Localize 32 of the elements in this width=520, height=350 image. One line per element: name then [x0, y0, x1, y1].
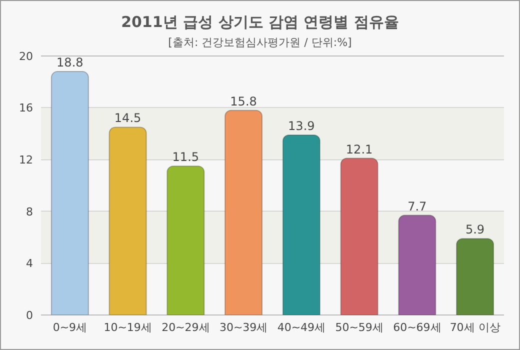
x-tick-label: 30~39세 — [219, 320, 268, 334]
y-tick-label: 20 — [19, 50, 33, 63]
x-tick-label: 40~49세 — [277, 320, 326, 334]
x-tick-label: 50~59세 — [335, 320, 384, 334]
x-tick-label: 60~69세 — [393, 320, 442, 334]
x-tick-label: 70세 이상 — [450, 320, 500, 334]
chart-title: 2011년 급성 상기도 감염 연령별 점유율 — [120, 13, 400, 32]
data-label: 15.8 — [230, 94, 257, 108]
x-tick-label: 10~19세 — [104, 320, 152, 334]
bar — [108, 126, 147, 315]
data-label: 12.1 — [346, 142, 373, 156]
data-label: 7.7 — [408, 199, 427, 214]
bar — [398, 214, 436, 315]
y-tick-label: 0 — [26, 308, 33, 322]
y-tick-label: 12 — [19, 154, 33, 167]
data-label: 11.5 — [172, 150, 200, 164]
y-tick-label: 4 — [26, 257, 33, 270]
chart-subtitle: [출처: 건강보험심사평가원 / 단위:%] — [167, 35, 353, 50]
x-tick-label: 20~29세 — [162, 320, 210, 334]
bar — [456, 238, 494, 315]
y-tick-label: 8 — [26, 205, 33, 218]
bar — [50, 71, 89, 315]
data-label: 18.8 — [56, 56, 84, 70]
x-tick-label: 0~9세 — [52, 320, 88, 334]
data-label: 14.5 — [114, 111, 142, 126]
bar — [224, 110, 263, 315]
bar — [340, 158, 378, 315]
data-label: 13.9 — [288, 118, 315, 133]
y-tick-label: 16 — [19, 102, 33, 115]
bar — [166, 166, 205, 315]
data-label: 5.9 — [465, 222, 485, 237]
bar — [282, 134, 320, 315]
